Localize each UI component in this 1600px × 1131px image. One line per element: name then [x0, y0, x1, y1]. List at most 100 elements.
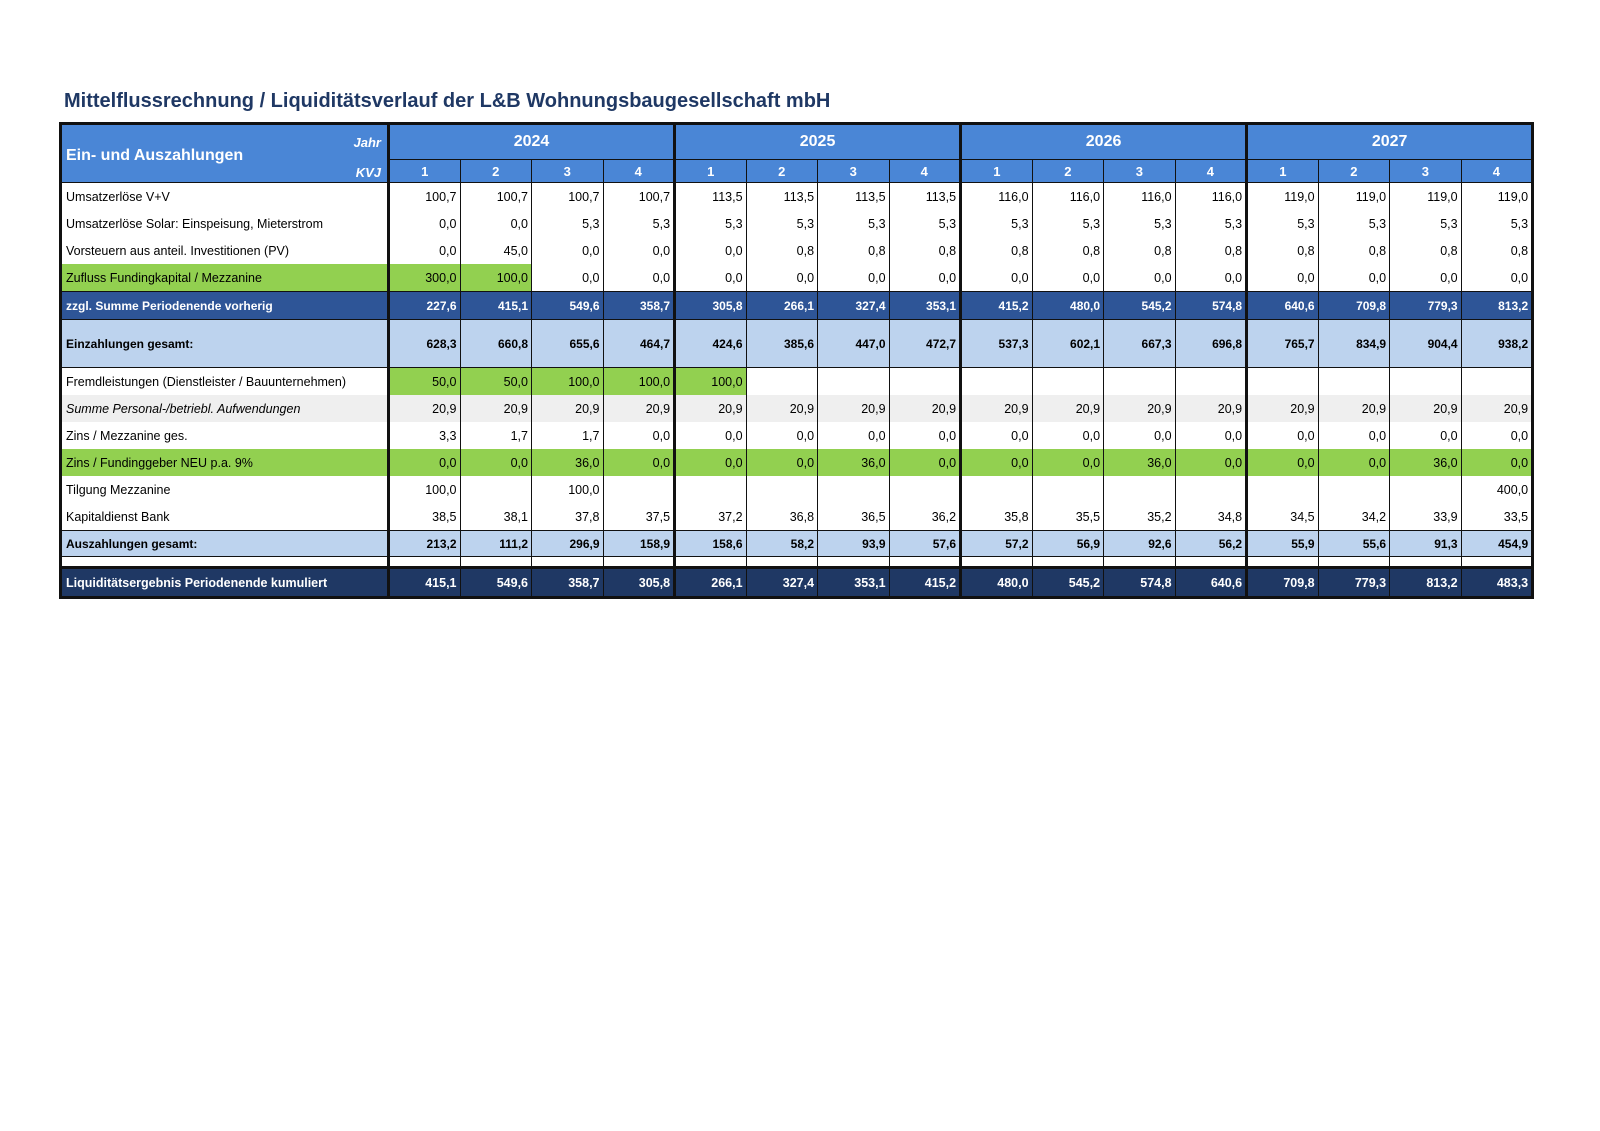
value-cell — [603, 476, 677, 503]
value-cell: 36,2 — [889, 503, 963, 531]
value-cell: 20,9 — [460, 395, 532, 422]
value-cell: 5,3 — [603, 210, 677, 237]
value-cell — [817, 476, 890, 503]
row-label: Umsatzerlöse V+V — [60, 182, 390, 210]
value-cell: 100,0 — [603, 367, 677, 395]
value-cell: 45,0 — [460, 237, 532, 264]
value-cell: 119,0 — [1246, 182, 1319, 210]
table-row: Summe Personal-/betriebl. Aufwendungen 20… — [60, 395, 1535, 422]
value-cell: 353,1 — [889, 291, 963, 320]
value-cell: 93,9 — [817, 530, 890, 557]
value-cell: 0,0 — [1032, 422, 1105, 449]
quarter-header: 1 — [674, 159, 747, 183]
value-cell: 0,0 — [603, 264, 677, 292]
value-cell: 36,0 — [1103, 449, 1176, 476]
quarter-header: 4 — [1461, 159, 1535, 183]
value-cell: 1,7 — [460, 422, 532, 449]
value-cell: 5,3 — [746, 210, 819, 237]
value-cell — [1103, 556, 1176, 568]
value-cell — [1175, 367, 1249, 395]
value-cell — [746, 476, 819, 503]
value-cell: 20,9 — [388, 395, 461, 422]
table-body: Umsatzerlöse V+V 100,7 100,7 100,7 100,7 113,… — [60, 182, 1535, 598]
row-label: Zins / Fundinggeber NEU p.a. 9% — [60, 449, 390, 476]
value-cell: 100,7 — [531, 182, 604, 210]
value-cell: 0,0 — [674, 449, 747, 476]
value-cell: 415,2 — [889, 566, 963, 598]
value-cell: 5,3 — [1246, 210, 1319, 237]
value-cell — [746, 367, 819, 395]
value-cell: 0,0 — [746, 264, 819, 292]
value-cell: 20,9 — [1032, 395, 1105, 422]
value-cell: 3,3 — [388, 422, 461, 449]
value-cell: 0,0 — [1175, 264, 1249, 292]
quarter-header: 1 — [388, 159, 461, 183]
value-cell: 709,8 — [1246, 566, 1319, 598]
value-cell: 358,7 — [531, 566, 604, 598]
row-label: Fremdleistungen (Dienstleister / Bauunte… — [60, 367, 390, 395]
value-cell: 0,0 — [1032, 449, 1105, 476]
value-cell: 0,8 — [1175, 237, 1249, 264]
value-cell: 35,8 — [960, 503, 1033, 531]
value-cell: 116,0 — [1032, 182, 1105, 210]
value-cell — [674, 476, 747, 503]
value-cell: 0,8 — [746, 237, 819, 264]
value-cell: 56,2 — [1175, 530, 1249, 557]
table-title: Ein- und Auszahlungen — [66, 147, 244, 164]
value-cell — [1032, 556, 1105, 568]
value-cell: 545,2 — [1032, 566, 1105, 598]
value-cell — [1032, 476, 1105, 503]
value-cell: 640,6 — [1175, 566, 1249, 598]
value-cell: 0,0 — [1032, 264, 1105, 292]
table-row: Vorsteuern aus anteil. Investitionen (PV… — [60, 237, 1535, 264]
value-cell: 0,0 — [388, 449, 461, 476]
value-cell: 20,9 — [889, 395, 963, 422]
value-cell: 20,9 — [1103, 395, 1176, 422]
value-cell: 300,0 — [388, 264, 461, 292]
value-cell: 57,6 — [889, 530, 963, 557]
value-cell — [1246, 556, 1319, 568]
value-cell: 447,0 — [817, 319, 890, 368]
value-cell: 20,9 — [603, 395, 677, 422]
value-cell: 813,2 — [1389, 566, 1462, 598]
quarter-header: 2 — [746, 159, 819, 183]
value-cell: 480,0 — [1032, 291, 1105, 320]
value-cell — [460, 556, 532, 568]
value-cell: 0,8 — [889, 237, 963, 264]
value-cell: 35,2 — [1103, 503, 1176, 531]
value-cell — [889, 367, 963, 395]
value-cell — [1461, 556, 1535, 568]
value-cell — [1318, 556, 1391, 568]
value-cell: 0,0 — [1246, 422, 1319, 449]
value-cell — [960, 556, 1033, 568]
table-row: Fremdleistungen (Dienstleister / Bauunte… — [60, 367, 1535, 395]
value-cell: 5,3 — [960, 210, 1033, 237]
value-cell: 779,3 — [1389, 291, 1462, 320]
value-cell: 0,0 — [817, 264, 890, 292]
table-row: Umsatzerlöse V+V 100,7 100,7 100,7 100,7 113,… — [60, 182, 1535, 210]
value-cell: 119,0 — [1389, 182, 1462, 210]
value-cell: 37,2 — [674, 503, 747, 531]
row-label: Zufluss Fundingkapital / Mezzanine — [60, 264, 390, 292]
value-cell: 100,0 — [674, 367, 747, 395]
value-cell: 1,7 — [531, 422, 604, 449]
value-cell: 480,0 — [960, 566, 1033, 598]
value-cell: 0,8 — [1318, 237, 1391, 264]
header-year-row: Jahr Ein- und Auszahlungen KVJ 2024 2025… — [60, 123, 1535, 183]
row-label: Liquiditätsergebnis Periodenende kumulie… — [60, 566, 390, 598]
table-row: Umsatzerlöse Solar: Einspeisung, Mieters… — [60, 210, 1535, 237]
year-header-2024: 2024 — [388, 123, 677, 160]
quarter-header: 2 — [1032, 159, 1105, 183]
value-cell — [1175, 476, 1249, 503]
value-cell: 36,0 — [817, 449, 890, 476]
value-cell: 305,8 — [674, 291, 747, 320]
table-row: zzgl. Summe Periodenende vorherig 227,6 41… — [60, 291, 1535, 320]
value-cell: 36,8 — [746, 503, 819, 531]
value-cell: 100,0 — [388, 476, 461, 503]
value-cell: 5,3 — [1318, 210, 1391, 237]
quarter-header: 2 — [460, 159, 532, 183]
value-cell: 0,0 — [603, 422, 677, 449]
value-cell: 0,0 — [531, 237, 604, 264]
value-cell: 20,9 — [674, 395, 747, 422]
value-cell: 0,0 — [1389, 264, 1462, 292]
